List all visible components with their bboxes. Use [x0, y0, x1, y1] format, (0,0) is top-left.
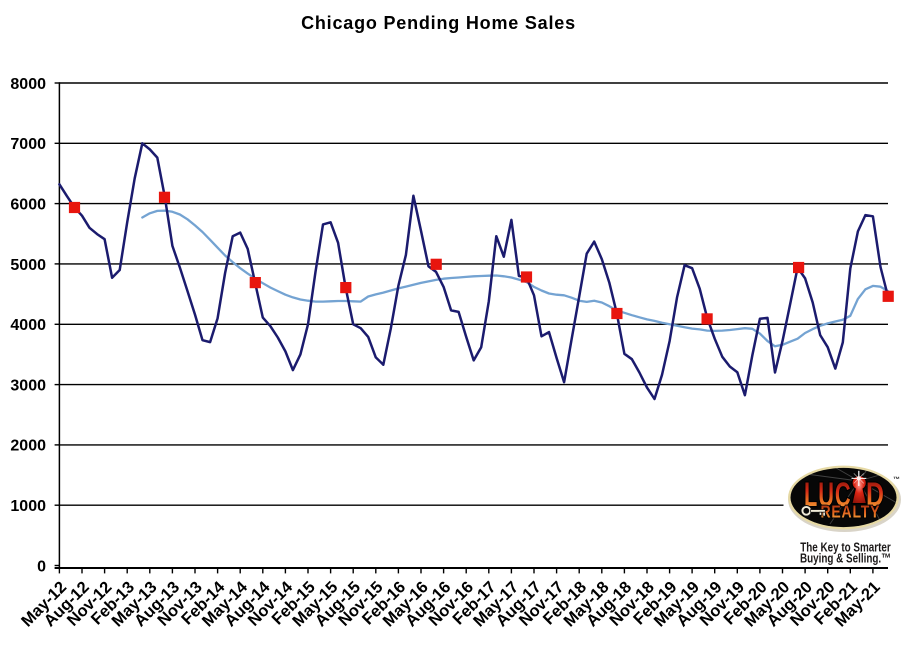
svg-text:Buying & Selling.™: Buying & Selling.™	[800, 552, 891, 566]
svg-text:Chicago Pending Home Sales: Chicago Pending Home Sales	[301, 13, 576, 33]
svg-text:8000: 8000	[10, 76, 46, 93]
svg-text:2000: 2000	[10, 438, 46, 455]
svg-text:0: 0	[37, 558, 46, 575]
svg-text:6000: 6000	[10, 196, 46, 213]
svg-text:3000: 3000	[10, 377, 46, 394]
svg-text:REALTY: REALTY	[821, 502, 881, 522]
svg-text:1000: 1000	[10, 498, 46, 515]
svg-text:4000: 4000	[10, 317, 46, 334]
svg-text:5000: 5000	[10, 257, 46, 274]
svg-text:™: ™	[893, 477, 900, 484]
svg-text:7000: 7000	[10, 136, 46, 153]
